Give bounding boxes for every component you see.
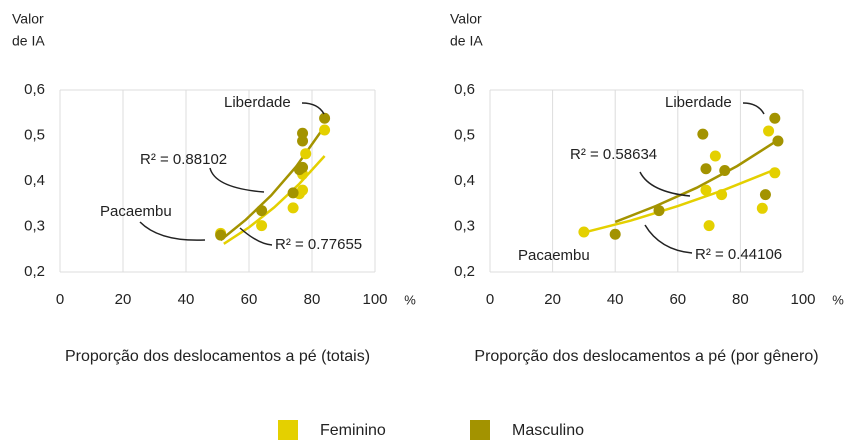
x-tick-label: 40 bbox=[607, 291, 624, 308]
y-axis-label: Valor bbox=[450, 11, 482, 27]
legend-swatch bbox=[278, 420, 298, 440]
x-tick-label: 40 bbox=[178, 291, 195, 308]
point bbox=[215, 229, 227, 241]
y-tick-label: 0,3 bbox=[24, 217, 45, 234]
point bbox=[297, 184, 309, 196]
y-tick-label: 0,5 bbox=[454, 126, 475, 143]
legend-label: Masculino bbox=[512, 422, 584, 439]
x-tick-label: 60 bbox=[241, 291, 258, 308]
point bbox=[772, 135, 784, 147]
point bbox=[716, 189, 728, 201]
y-tick-label: 0,4 bbox=[24, 172, 45, 189]
point bbox=[700, 184, 712, 196]
x-tick-label: 100 bbox=[362, 291, 387, 308]
point bbox=[256, 205, 268, 217]
point bbox=[719, 165, 731, 177]
leader-line bbox=[639, 171, 691, 197]
leader-line bbox=[742, 102, 765, 115]
y-tick-label: 0,2 bbox=[24, 263, 45, 280]
point bbox=[300, 148, 312, 160]
y-axis-label: Valor bbox=[12, 11, 44, 27]
legend-label: Feminino bbox=[320, 422, 386, 439]
point bbox=[319, 112, 331, 124]
point bbox=[256, 220, 268, 232]
x-tick-label: 0 bbox=[486, 291, 494, 308]
point bbox=[297, 161, 309, 173]
x-tick-label: 20 bbox=[115, 291, 132, 308]
legend-swatch bbox=[470, 420, 490, 440]
point bbox=[769, 167, 781, 179]
annotation: Pacaembu bbox=[518, 247, 590, 264]
point bbox=[319, 124, 331, 136]
x-axis-label: Proporção dos deslocamentos a pé (totais… bbox=[65, 348, 370, 365]
annotation: R² = 0.88102 bbox=[140, 151, 227, 168]
trend-line bbox=[219, 125, 326, 242]
leader-line bbox=[239, 227, 273, 246]
point bbox=[709, 150, 721, 162]
point bbox=[578, 226, 590, 238]
point bbox=[609, 228, 621, 240]
point bbox=[297, 135, 309, 147]
trend-line bbox=[580, 168, 776, 235]
x-tick-label: 60 bbox=[669, 291, 686, 308]
annotation: R² = 0.58634 bbox=[570, 146, 657, 163]
point bbox=[700, 163, 712, 175]
point bbox=[287, 202, 299, 214]
point bbox=[297, 127, 309, 139]
trend-line bbox=[614, 138, 779, 224]
x-tick-label: 100 bbox=[790, 291, 815, 308]
leader-line bbox=[301, 102, 325, 115]
point bbox=[763, 125, 775, 137]
y-tick-label: 0,4 bbox=[454, 172, 475, 189]
trend-line bbox=[223, 155, 326, 245]
annotation: Liberdade bbox=[665, 94, 732, 111]
leader-line bbox=[139, 221, 206, 241]
y-tick-label: 0,2 bbox=[454, 263, 475, 280]
point bbox=[703, 220, 715, 232]
annotation: Liberdade bbox=[224, 94, 291, 111]
annotation: R² = 0.44106 bbox=[695, 246, 782, 263]
x-tick-label: 80 bbox=[304, 291, 321, 308]
x-tick-label: 80 bbox=[732, 291, 749, 308]
point bbox=[697, 128, 709, 140]
x-unit: % bbox=[404, 292, 416, 307]
y-tick-label: 0,6 bbox=[454, 81, 475, 98]
y-axis-label: de IA bbox=[12, 33, 45, 49]
leader-line bbox=[209, 167, 265, 193]
point bbox=[653, 205, 665, 217]
y-tick-label: 0,6 bbox=[24, 81, 45, 98]
x-axis-label: Proporção dos deslocamentos a pé (por gê… bbox=[474, 348, 818, 365]
point bbox=[769, 112, 781, 124]
y-axis-label: de IA bbox=[450, 33, 483, 49]
point bbox=[287, 187, 299, 199]
x-tick-label: 20 bbox=[544, 291, 561, 308]
y-tick-label: 0,5 bbox=[24, 126, 45, 143]
leader-line bbox=[644, 224, 693, 254]
x-tick-label: 0 bbox=[56, 291, 64, 308]
y-tick-label: 0,3 bbox=[454, 217, 475, 234]
annotation: Pacaembu bbox=[100, 203, 172, 220]
point bbox=[759, 189, 771, 201]
point bbox=[756, 202, 768, 214]
x-unit: % bbox=[832, 292, 844, 307]
annotation: R² = 0.77655 bbox=[275, 236, 362, 253]
